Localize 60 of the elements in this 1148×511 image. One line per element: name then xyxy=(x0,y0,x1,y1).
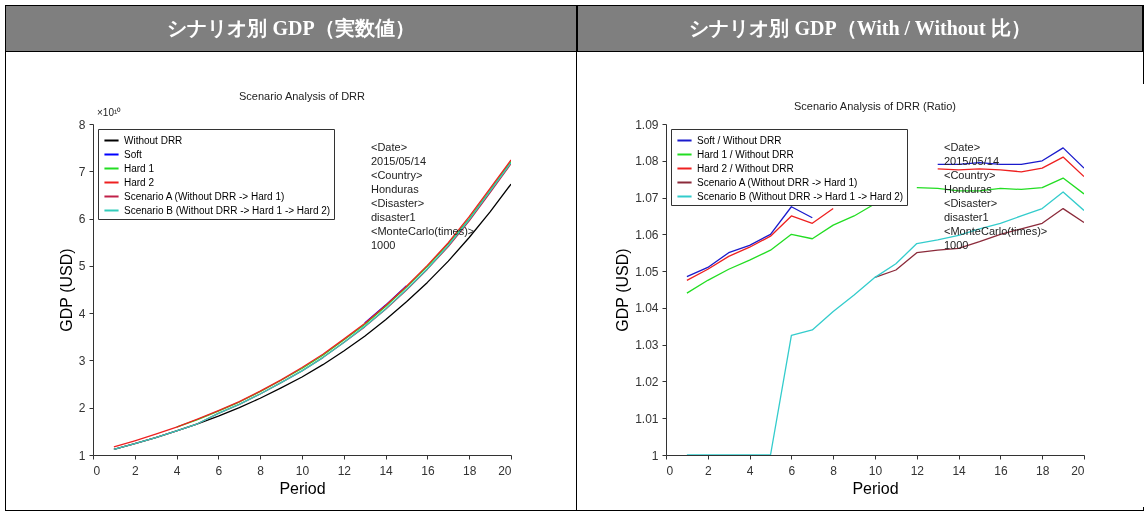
x-tick-label: 10 xyxy=(868,463,883,478)
text: ×10¹⁰ xyxy=(97,107,122,118)
y-tick-label: 1.02 xyxy=(635,374,659,389)
x-tick-label: 18 xyxy=(463,463,477,478)
x-axis-title: Period xyxy=(279,479,326,497)
y-tick-label: 5 xyxy=(78,259,86,274)
x-tick-label: 20 xyxy=(1071,463,1085,478)
y-tick-label: 1.01 xyxy=(635,411,659,426)
legend-label: Scenario B (Without DRR -> Hard 1 -> Hard 2) xyxy=(697,190,904,202)
legend-label: Soft / Without DRR xyxy=(697,134,782,146)
x-tick-label: 8 xyxy=(257,463,265,478)
chart-title: シナリオ別 GDP（実数値） xyxy=(5,5,577,52)
x-tick-label: 6 xyxy=(788,463,796,478)
x-tick-label: 12 xyxy=(337,463,352,478)
legend-label: Hard 2 xyxy=(124,176,155,188)
y-tick-label: 1.03 xyxy=(635,338,659,353)
x-tick-label: 4 xyxy=(746,463,754,478)
y-axis-title: GDP (USD) xyxy=(57,248,75,332)
x-tick-label: 14 xyxy=(379,463,394,478)
legend-label: Soft xyxy=(124,148,143,160)
x-tick-label: 2 xyxy=(704,463,712,478)
x-tick-label: 14 xyxy=(952,463,967,478)
x-tick-label: 0 xyxy=(93,463,101,478)
y-tick-label: 1 xyxy=(651,448,659,463)
legend-label: Hard 2 / Without DRR xyxy=(697,162,794,174)
x-tick-label: 6 xyxy=(215,463,223,478)
x-tick-label: 20 xyxy=(498,463,512,478)
y-tick-label: 6 xyxy=(78,212,86,227)
x-tick-label: 4 xyxy=(173,463,181,478)
legend-label: Hard 1 xyxy=(124,162,155,174)
legend-label: Without DRR xyxy=(124,134,183,146)
y-tick-label: 2 xyxy=(78,401,86,416)
x-tick-label: 0 xyxy=(666,463,674,478)
chart-title: シナリオ別 GDP（With / Without 比） xyxy=(577,5,1143,52)
y-tick-label: 7 xyxy=(78,164,86,179)
x-tick-label: 8 xyxy=(830,463,838,478)
x-tick-label: 16 xyxy=(421,463,435,478)
y-tick-label: 1.07 xyxy=(635,191,659,206)
y-tick-label: 1 xyxy=(78,448,86,463)
y-tick-label: 1.04 xyxy=(635,301,659,316)
y-tick-label: 1.08 xyxy=(635,154,659,169)
y-tick-label: 4 xyxy=(78,306,86,321)
x-tick-label: 18 xyxy=(1036,463,1050,478)
legend-label: Scenario A (Without DRR -> Hard 1) xyxy=(697,176,858,188)
chart-subtitle: Scenario Analysis of DRR (Ratio) xyxy=(793,100,957,112)
legend-label: Scenario B (Without DRR -> Hard 1 -> Hard 2) xyxy=(124,204,331,216)
y-tick-label: 8 xyxy=(78,117,86,132)
y-tick-label: 1.06 xyxy=(635,227,659,242)
y-axis-title: GDP (USD) xyxy=(614,248,632,332)
x-axis-title: Period xyxy=(852,479,899,497)
y-tick-label: 1.09 xyxy=(635,117,659,132)
x-tick-label: 16 xyxy=(994,463,1008,478)
legend-label: Hard 1 / Without DRR xyxy=(697,148,794,160)
x-tick-label: 12 xyxy=(910,463,925,478)
legend-label: Scenario A (Without DRR -> Hard 1) xyxy=(124,190,285,202)
x-tick-label: 2 xyxy=(131,463,139,478)
chart-subtitle: Scenario Analysis of DRR xyxy=(239,90,366,102)
y-tick-label: 1.05 xyxy=(635,264,659,279)
x-tick-label: 10 xyxy=(295,463,310,478)
y-tick-label: 3 xyxy=(78,353,86,368)
